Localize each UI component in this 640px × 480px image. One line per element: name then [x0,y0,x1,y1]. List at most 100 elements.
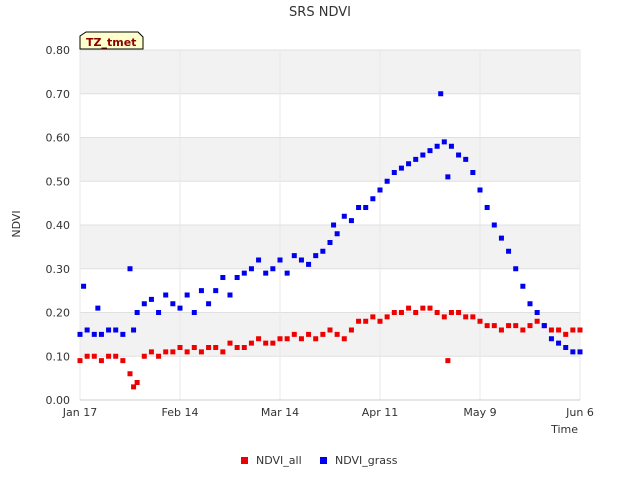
ndvi-all-point [420,305,426,311]
ndvi-all-point [241,345,247,350]
ndvi-all-point [577,327,583,333]
ndvi-all-point [448,310,454,315]
ndvi-all-point [427,305,433,311]
ndvi-all-point [91,353,97,359]
ndvi-all-point [363,318,369,324]
x-axis-label: Time [550,423,578,436]
ndvi-all-point [370,314,376,320]
ndvi-all-point [291,331,297,337]
ndvi-grass-point [398,165,404,171]
ndvi-grass-point [213,288,219,294]
ndvi-grass-point [577,349,583,355]
x-tick-label: Jun 6 [565,406,594,419]
background-band [80,137,580,182]
ndvi-grass-point [341,213,347,219]
ndvi-all-point [277,336,283,342]
ndvi-grass-point [463,156,469,162]
ndvi-grass-point [313,253,319,259]
ndvi-all-point [191,345,197,350]
ndvi-grass-point [356,205,362,210]
ndvi-all-point [348,327,354,333]
ndvi-grass-point [348,218,354,224]
ndvi-all-point [384,314,390,320]
ndvi-grass-point [163,292,169,298]
series-ndvi-all [77,305,583,390]
ndvi-all-point [120,358,126,364]
ndvi-grass-point [141,301,147,307]
background-band [80,50,580,94]
ndvi-grass-point [77,331,83,337]
background-band [80,268,580,313]
ndvi-all-point [327,327,333,333]
ndvi-grass-point [548,336,554,342]
ndvi-all-point [284,336,290,342]
ndvi-grass-point [563,345,569,350]
ndvi-all-point [391,310,397,315]
timezone-badge-label: TZ_tmet [86,36,136,49]
ndvi-all-point [298,336,304,342]
ndvi-all-point [163,349,169,355]
legend-label-ndvi-all: NDVI_all [256,454,302,467]
x-tick-label: Apr 11 [362,406,399,419]
x-tick-label: Mar 14 [261,406,299,419]
ndvi-all-point [148,349,154,355]
y-tick-label: 0.10 [46,350,71,363]
chart-title: SRS NDVI [289,5,351,20]
x-tick-label: Jan 17 [62,406,97,419]
ndvi-grass-point [556,340,562,346]
ndvi-grass-point [406,161,412,167]
ndvi-all-point [456,310,462,315]
ndvi-grass-point [95,305,101,311]
ndvi-grass-point [227,292,233,298]
background-bands [80,50,580,400]
ndvi-all-point [77,358,83,364]
ndvi-all-point [534,318,540,324]
background-band [80,312,580,357]
ndvi-grass-point [277,257,283,263]
y-tick-label: 0.40 [46,219,71,232]
ndvi-grass-point [370,196,376,202]
y-tick-label: 0.80 [46,44,71,57]
ndvi-all-point [506,323,512,329]
y-tick-label: 0.70 [46,88,71,101]
ndvi-all-point [484,323,490,329]
ndvi-all-point [513,323,519,329]
ndvi-all-point [234,345,240,350]
ndvi-grass-point [391,170,397,175]
ndvi-grass-point [470,170,476,175]
ndvi-grass-point [256,257,262,263]
ndvi-grass-point [298,257,304,263]
y-tick-label: 0.60 [46,132,71,145]
background-band [80,93,580,138]
background-band [80,225,580,269]
ndvi-grass-point [363,205,369,210]
ndvi-all-point [170,349,176,355]
ndvi-all-point [131,384,137,390]
x-tick-labels: Jan 17 Feb 14 Mar 14 Apr 11 May 9 Jun 6 [62,406,594,419]
y-tick-label: 0.50 [46,175,71,188]
ndvi-grass-point [445,174,451,180]
ndvi-grass-point [448,143,454,149]
ndvi-all-point [477,318,483,324]
ndvi-grass-point [148,296,154,302]
ndvi-all-point [556,327,562,333]
ndvi-all-point [156,353,162,359]
ndvi-grass-point [427,148,433,154]
ndvi-grass-point [84,327,90,333]
ndvi-grass-point [484,205,490,210]
ndvi-grass-point [106,327,112,333]
y-tick-label: 0.30 [46,263,71,276]
ndvi-grass-point [438,91,444,97]
ndvi-all-point [198,349,204,355]
ndvi-all-point [206,345,212,350]
ndvi-grass-point [291,253,297,259]
ndvi-grass-point [156,310,162,315]
ndvi-all-point [356,318,362,324]
ndvi-all-point [398,310,404,315]
ndvi-all-point [413,310,419,315]
y-tick-label: 0.00 [46,394,71,407]
ndvi-all-point [406,305,412,311]
ndvi-all-point [320,331,326,337]
ndvi-all-point [445,358,451,364]
ndvi-grass-point [177,305,183,311]
